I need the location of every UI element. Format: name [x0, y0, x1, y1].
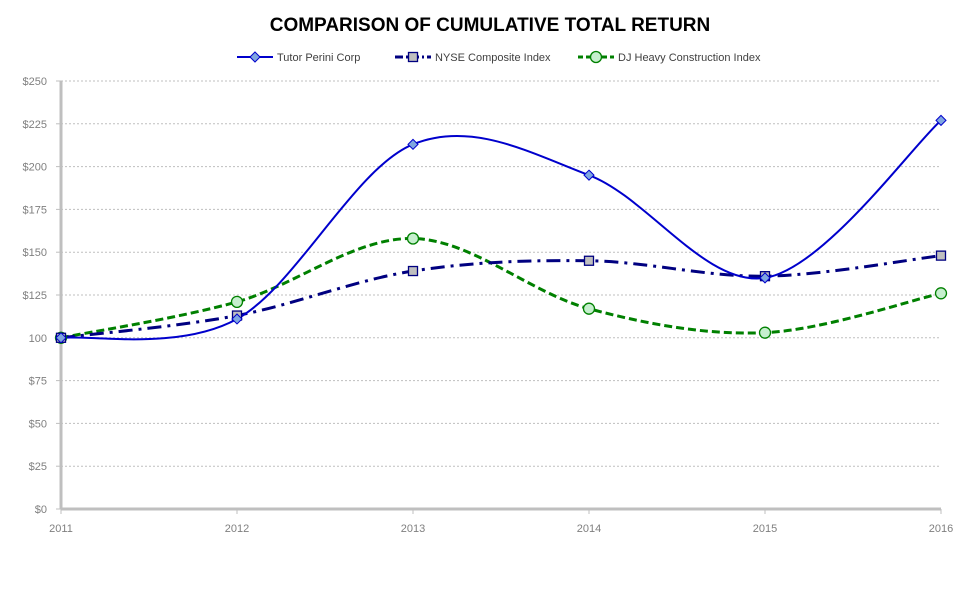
nyse-composite-index-point — [407, 265, 419, 277]
nyse-composite-index-line — [60, 254, 942, 340]
tutor-perini-corp-point — [407, 138, 419, 151]
legend-item-dj-heavy-construction-index: DJ Heavy Construction Index — [578, 50, 761, 64]
chart-title: COMPARISON OF CUMULATIVE TOTAL RETURN — [270, 15, 711, 36]
x-tick-label: 2011 — [49, 523, 73, 535]
y-tick-label: $0 — [35, 504, 47, 516]
y-tick-label: $75 — [29, 376, 47, 388]
y-tick-label: $50 — [29, 418, 47, 430]
x-tick-label: 2014 — [577, 523, 601, 535]
dj-heavy-construction-index-point — [934, 287, 948, 300]
gridlines — [61, 80, 941, 467]
nyse-composite-index-point — [935, 250, 947, 261]
legend-swatch-marker — [249, 51, 261, 63]
tutor-perini-corp-point — [759, 272, 771, 284]
y-tick-label: 100 — [29, 333, 47, 345]
dj-heavy-construction-index-point — [582, 302, 596, 315]
tick-labels: $0 $25 $50 $75 100 $125 $150 $175 $200 $225 $250 20… — [23, 76, 954, 535]
y-tick-label: $150 — [23, 247, 47, 259]
legend-label: NYSE Composite Index — [435, 52, 551, 64]
x-tick-label: 2016 — [929, 523, 953, 535]
x-tick-label: 2013 — [401, 523, 425, 535]
tutor-perini-corp-point — [231, 313, 243, 325]
dj-heavy-construction-index-point — [230, 295, 244, 308]
y-tick-label: $25 — [29, 461, 47, 473]
axes — [56, 80, 942, 514]
series-lines — [60, 119, 942, 341]
tutor-perini-corp-point — [935, 114, 947, 127]
y-tick-label: $250 — [23, 76, 47, 88]
nyse-composite-index-point — [583, 255, 595, 266]
y-tick-label: $125 — [23, 290, 47, 302]
legend: Tutor Perini Corp NYSE Composite Index DJ … — [237, 50, 761, 64]
legend-label: DJ Heavy Construction Index — [618, 52, 761, 64]
series-markers — [54, 114, 948, 344]
tutor-perini-corp-point — [583, 169, 595, 181]
legend-swatch-marker — [589, 50, 603, 64]
legend-swatch-marker — [407, 51, 419, 63]
dj-heavy-construction-index-point — [758, 326, 772, 339]
tutor-perini-corp-point — [55, 332, 67, 344]
x-tick-label: 2012 — [225, 523, 249, 535]
legend-item-tutor-perini-corp: Tutor Perini Corp — [237, 51, 360, 64]
dj-heavy-construction-index-line — [60, 236, 942, 340]
y-tick-label: $225 — [23, 119, 47, 131]
legend-item-nyse-composite-index: NYSE Composite Index — [395, 51, 551, 64]
y-tick-label: $200 — [23, 162, 47, 174]
tutor-perini-corp-line — [60, 119, 942, 341]
dj-heavy-construction-index-point — [406, 232, 420, 245]
y-tick-label: $175 — [23, 204, 47, 216]
x-tick-label: 2015 — [753, 523, 777, 535]
legend-label: Tutor Perini Corp — [277, 52, 360, 64]
